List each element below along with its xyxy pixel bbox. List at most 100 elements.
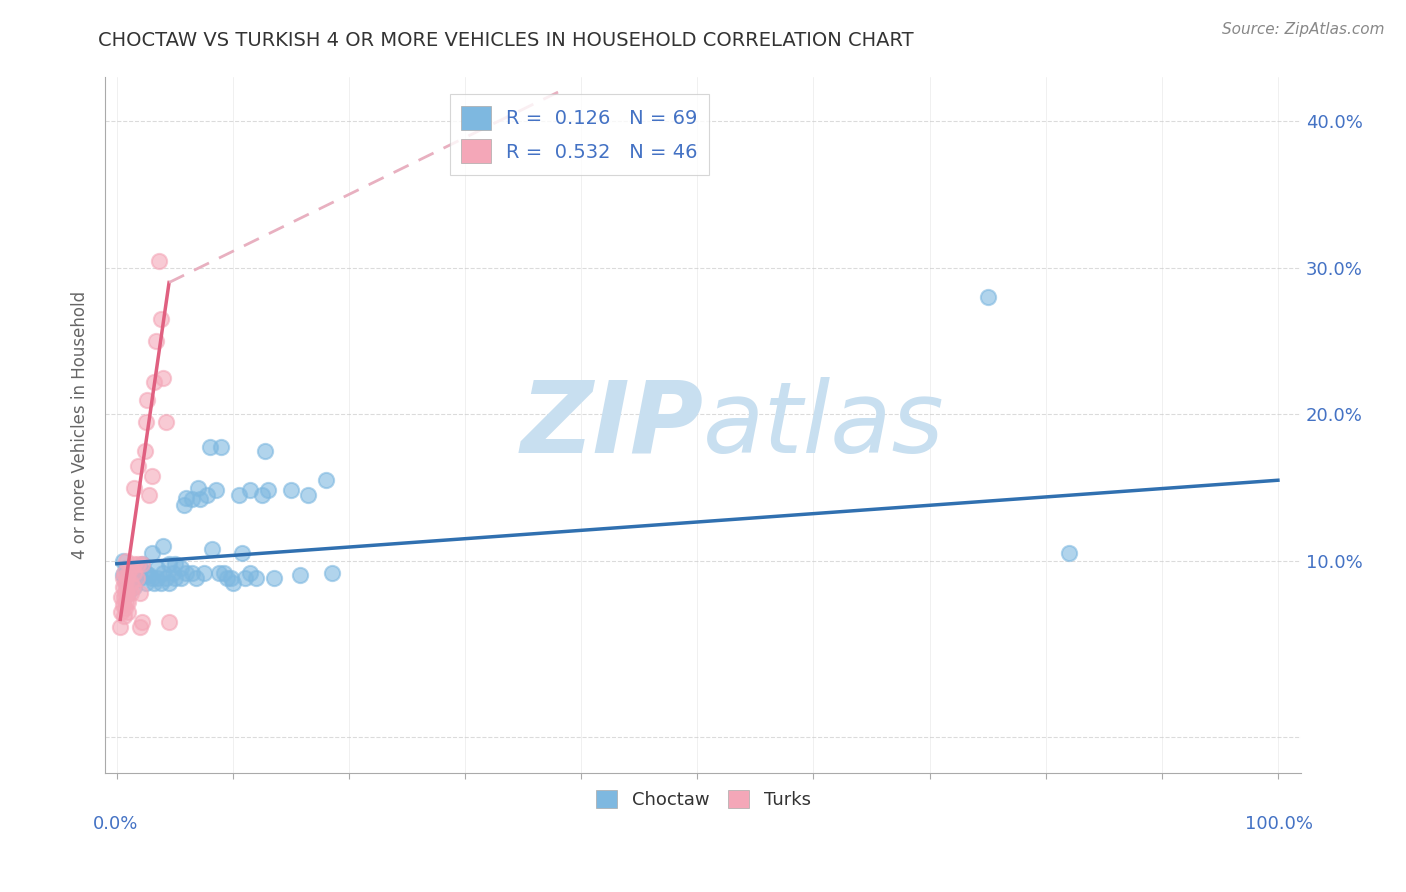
Point: [129, 586, 152, 600]
Point: [115, 554, 138, 568]
Point: [122, 580, 145, 594]
Text: ZIP: ZIP: [520, 376, 703, 474]
Point: [122, 568, 145, 582]
Point: [231, 546, 253, 560]
Point: [217, 571, 239, 585]
Point: [181, 492, 204, 507]
Point: [212, 566, 235, 580]
Point: [152, 539, 174, 553]
Point: [163, 571, 186, 585]
Point: [193, 566, 215, 580]
Point: [117, 586, 139, 600]
Point: [127, 571, 149, 585]
Text: 0.0%: 0.0%: [93, 815, 139, 833]
Point: [256, 483, 278, 498]
Point: [138, 568, 160, 582]
Point: [152, 566, 174, 580]
Point: [239, 483, 262, 498]
Point: [157, 557, 180, 571]
Point: [134, 444, 156, 458]
Point: [135, 566, 157, 580]
Point: [149, 575, 172, 590]
Point: [146, 571, 169, 585]
Point: [143, 375, 166, 389]
Point: [117, 566, 139, 580]
Point: [120, 586, 142, 600]
Point: [315, 473, 337, 487]
Point: [155, 571, 177, 585]
Point: [321, 566, 343, 580]
Point: [176, 566, 198, 580]
Point: [111, 598, 134, 612]
Point: [187, 481, 209, 495]
Point: [115, 583, 138, 598]
Point: [120, 575, 142, 590]
Point: [239, 566, 262, 580]
Point: [152, 370, 174, 384]
Point: [280, 483, 302, 498]
Point: [157, 615, 180, 630]
Point: [263, 571, 285, 585]
Point: [209, 440, 232, 454]
Point: [131, 557, 153, 571]
Point: [114, 575, 136, 590]
Point: [129, 561, 152, 575]
Point: [176, 491, 198, 505]
Point: [245, 571, 267, 585]
Point: [143, 575, 166, 590]
Point: [127, 458, 149, 473]
Point: [222, 575, 245, 590]
Point: [110, 605, 132, 619]
Point: [112, 609, 135, 624]
Point: [1057, 546, 1080, 560]
Point: [115, 561, 138, 575]
Point: [115, 595, 138, 609]
Point: [112, 591, 135, 605]
Point: [117, 586, 139, 600]
Point: [110, 591, 132, 605]
Point: [170, 561, 193, 575]
Point: [110, 620, 132, 634]
Point: [120, 561, 142, 575]
Point: [117, 571, 139, 585]
Point: [145, 334, 167, 348]
Point: [181, 566, 204, 580]
Point: [111, 568, 134, 582]
Point: [141, 571, 163, 585]
Point: [201, 542, 224, 557]
Point: [111, 580, 134, 594]
Point: [129, 571, 152, 585]
Point: [162, 566, 184, 580]
Text: 100.0%: 100.0%: [1246, 815, 1313, 833]
Point: [129, 620, 152, 634]
Legend: Choctaw, Turks: Choctaw, Turks: [589, 782, 818, 816]
Point: [138, 488, 160, 502]
Point: [111, 554, 134, 568]
Point: [122, 580, 145, 594]
Point: [163, 557, 186, 571]
Point: [290, 568, 312, 582]
Point: [228, 488, 250, 502]
Point: [190, 492, 212, 507]
Point: [141, 546, 163, 560]
Point: [114, 600, 136, 615]
Point: [115, 575, 138, 590]
Point: [146, 561, 169, 575]
Point: [149, 312, 172, 326]
Point: [148, 253, 170, 268]
Point: [125, 571, 148, 585]
Point: [197, 488, 219, 502]
Point: [112, 566, 135, 580]
Point: [117, 566, 139, 580]
Point: [976, 290, 998, 304]
Point: [141, 468, 163, 483]
Text: CHOCTAW VS TURKISH 4 OR MORE VEHICLES IN HOUSEHOLD CORRELATION CHART: CHOCTAW VS TURKISH 4 OR MORE VEHICLES IN…: [98, 31, 914, 50]
Point: [208, 566, 231, 580]
Point: [114, 586, 136, 600]
Point: [122, 481, 145, 495]
Point: [170, 571, 193, 585]
Point: [131, 615, 153, 630]
Point: [120, 571, 142, 585]
Point: [122, 557, 145, 571]
Point: [111, 571, 134, 585]
